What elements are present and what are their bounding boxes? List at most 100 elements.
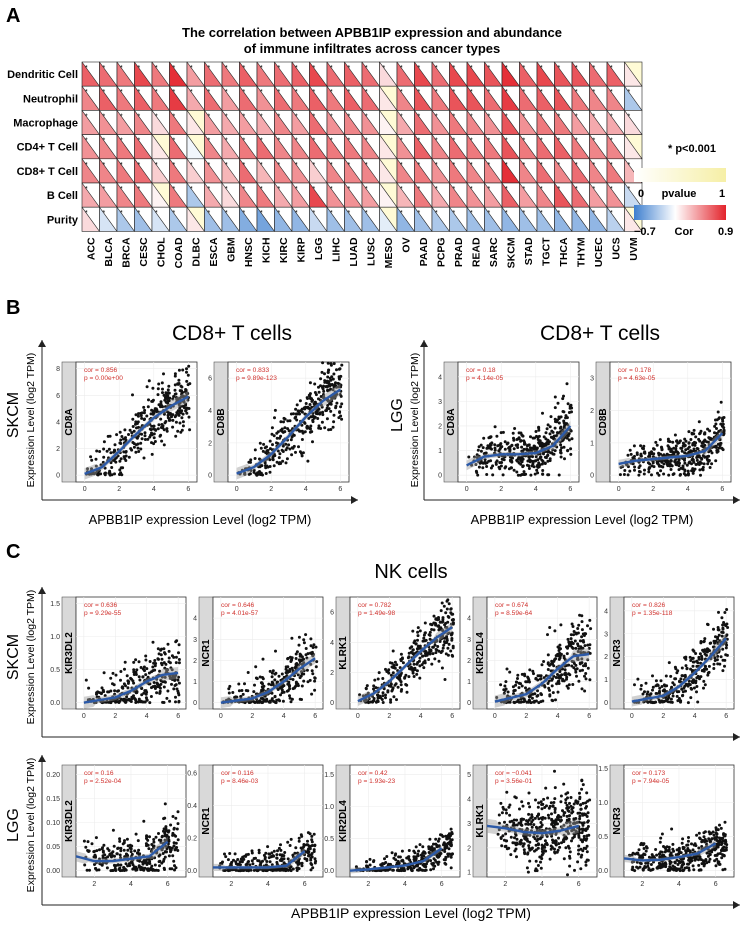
scatter-point [553, 449, 557, 453]
heatmap-cell-diagonal [186, 134, 205, 159]
scatter-point [512, 447, 516, 451]
heatmap-significance-marker: * [348, 89, 351, 96]
scatter-point [325, 379, 329, 383]
heatmap-row-label: B Cell [47, 190, 78, 202]
scatter-point [122, 682, 126, 686]
scatter-point [411, 669, 415, 673]
heatmap-cell-diagonal [274, 86, 293, 111]
scatter-point [550, 659, 554, 663]
scatter-point [721, 419, 725, 423]
scatter-point [636, 677, 640, 681]
scatter-point [172, 844, 176, 848]
scatter-point [527, 443, 531, 447]
scatter-point [658, 689, 661, 693]
scatter-point [111, 682, 114, 686]
scatter-point [693, 467, 697, 471]
scatter-point [451, 612, 455, 616]
y-tick-label: 4 [193, 616, 197, 623]
heatmap-cell-diagonal [326, 110, 345, 135]
scatter-point [118, 839, 122, 843]
scatter-point [583, 644, 587, 648]
scatter-point [717, 417, 721, 420]
scatter-point [582, 664, 585, 668]
heatmap-cell-diagonal [606, 61, 625, 87]
scatter-point [120, 435, 124, 438]
scatter-point [142, 691, 146, 695]
scatter-point [163, 666, 167, 670]
heatmap-significance-marker: * [558, 162, 561, 169]
scatter-point [692, 428, 696, 432]
scatter-point [310, 692, 314, 696]
heatmap-significance-marker: * [418, 65, 421, 72]
scatter-point [687, 472, 690, 476]
scatter-point [261, 697, 265, 701]
heatmap-significance-marker: * [330, 65, 333, 72]
scatter-point [162, 859, 165, 863]
heatmap-cell-diagonal [466, 182, 485, 208]
scatter-point [580, 620, 584, 624]
p-annotation: p = 9.89e-123 [236, 375, 277, 382]
scatter-point [551, 452, 555, 456]
scatter-point [558, 651, 562, 655]
scatter-point [160, 835, 164, 839]
scatter-point [679, 446, 683, 450]
scatter-point [696, 661, 700, 665]
scatter-point [152, 411, 156, 415]
scatter-point [174, 420, 178, 424]
scatter-point [500, 461, 504, 464]
scatter-point [648, 452, 652, 456]
heatmap-cell-diagonal [466, 61, 485, 87]
scatter-point [163, 802, 167, 806]
heatmap-cell-diagonal [344, 61, 363, 87]
scatter-point [165, 397, 169, 401]
x-tick-label: 4 [686, 486, 690, 493]
heatmap-cell-diagonal [309, 110, 328, 135]
y-tick-label: 0.00 [46, 868, 60, 875]
scatter-point [130, 697, 134, 700]
scatter-point [174, 655, 178, 659]
scatter-point [113, 448, 116, 452]
heatmap-cell-diagonal [519, 86, 538, 111]
scatter-point [327, 368, 331, 372]
scatter-point [501, 473, 505, 477]
heatmap-cell-diagonal [99, 110, 118, 135]
scatter-point [300, 451, 303, 455]
scatter-point [525, 700, 529, 704]
x-tick-label: 4 [282, 713, 286, 720]
x-arrowhead [733, 496, 740, 504]
heatmap-significance-marker: * [243, 210, 246, 217]
scatter-point [578, 639, 582, 643]
scatter-point [477, 465, 481, 469]
heatmap-cell-diagonal [81, 61, 100, 87]
scatter-point [677, 441, 681, 445]
scatter-point [114, 460, 118, 464]
scatter-point [546, 423, 550, 427]
scatter-point [691, 471, 695, 475]
scatter-point [175, 827, 179, 831]
scatter-point [159, 400, 163, 404]
scatter-point [176, 382, 180, 386]
heatmap-significance-marker: * [558, 138, 561, 145]
scatter-point [534, 455, 538, 459]
scatter-point [681, 690, 685, 694]
scatter-point [721, 422, 725, 426]
scatter-point [174, 414, 178, 417]
scatter-point [565, 652, 569, 656]
scatter-point [662, 472, 666, 476]
heatmap-cell-diagonal [554, 110, 573, 135]
heatmap-column-label: MESO [383, 237, 395, 268]
heatmap-significance-marker: * [575, 162, 578, 169]
scatter-point [289, 438, 293, 442]
scatter-point [139, 414, 143, 418]
heatmap-cell-diagonal [151, 110, 170, 135]
scatter-point [447, 642, 451, 646]
scatter-point [566, 686, 570, 690]
scatter-point [717, 446, 721, 450]
scatter-point [690, 458, 694, 462]
scatter-point [187, 364, 191, 368]
scatter-point [376, 700, 380, 703]
scatter-point [118, 837, 122, 841]
scatter-point [162, 372, 165, 376]
heatmap-cell-diagonal [361, 86, 380, 111]
heatmap-significance-marker: * [243, 113, 246, 120]
